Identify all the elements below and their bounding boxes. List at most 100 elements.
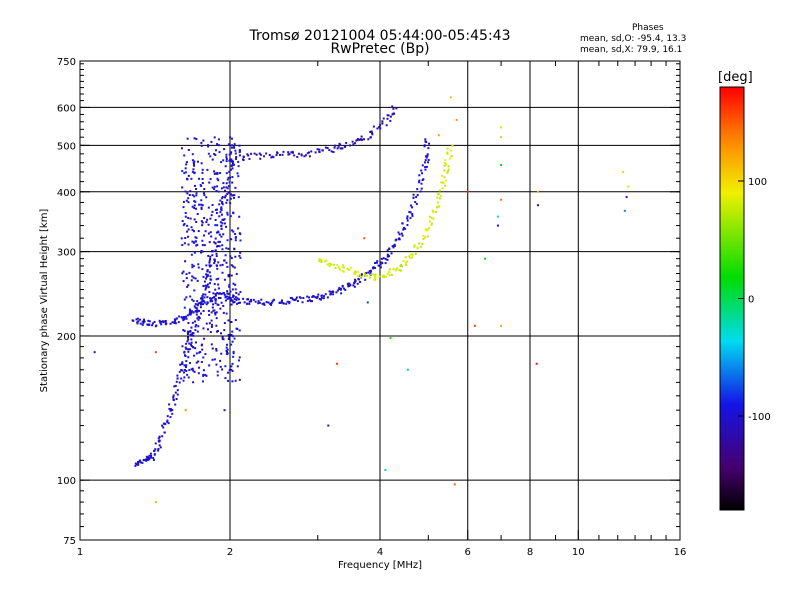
echo-point xyxy=(370,273,373,276)
echo-point xyxy=(217,190,220,193)
echo-point xyxy=(365,271,368,274)
echo-point xyxy=(221,200,224,203)
echo-point xyxy=(317,293,320,296)
echo-point xyxy=(211,186,214,189)
echo-point xyxy=(228,336,231,339)
echo-point xyxy=(231,300,234,303)
echo-point xyxy=(354,142,357,145)
echo-point xyxy=(623,209,626,212)
echo-point xyxy=(143,320,146,323)
echo-point xyxy=(143,458,146,461)
echo-point xyxy=(224,254,227,257)
echo-point xyxy=(339,288,342,291)
echo-point xyxy=(225,201,228,204)
echo-point xyxy=(212,303,215,306)
echo-point xyxy=(201,303,204,306)
echo-point xyxy=(428,220,431,223)
echo-point xyxy=(219,211,222,214)
echo-point xyxy=(214,311,217,314)
x-tick-label: 4 xyxy=(377,547,383,558)
echo-point xyxy=(375,261,378,264)
echo-point xyxy=(181,244,184,247)
echo-point xyxy=(234,149,237,152)
echo-point xyxy=(237,293,240,296)
echo-point xyxy=(187,321,190,324)
echo-point xyxy=(381,262,384,265)
echo-point xyxy=(235,155,238,158)
echo-point xyxy=(258,152,261,155)
echo-point xyxy=(176,377,179,380)
echo-point xyxy=(215,317,218,320)
echo-point xyxy=(221,244,224,247)
echo-point xyxy=(216,185,219,188)
echo-point xyxy=(205,286,208,289)
echo-point xyxy=(151,322,154,325)
echo-point xyxy=(426,228,429,231)
echo-point xyxy=(411,206,414,209)
echo-point xyxy=(388,248,391,251)
echo-point xyxy=(171,321,174,324)
echo-point xyxy=(184,190,187,193)
echo-point xyxy=(391,105,394,108)
echo-point xyxy=(228,159,231,162)
echo-point xyxy=(446,151,449,154)
echo-point xyxy=(206,273,209,276)
echo-point xyxy=(218,203,221,206)
echo-point xyxy=(223,278,226,281)
echo-point xyxy=(328,149,331,152)
echo-point xyxy=(318,259,321,262)
echo-point xyxy=(389,115,392,118)
echo-point xyxy=(398,269,401,272)
echo-point xyxy=(409,257,412,260)
echo-point xyxy=(176,393,179,396)
echo-point xyxy=(189,295,192,298)
echo-point xyxy=(536,204,539,207)
echo-point xyxy=(191,159,194,162)
echo-point xyxy=(232,352,235,355)
echo-point xyxy=(160,323,163,326)
echo-point xyxy=(203,280,206,283)
echo-point xyxy=(326,147,329,150)
echo-point xyxy=(148,323,151,326)
echo-point xyxy=(227,185,230,188)
echo-point xyxy=(217,244,220,247)
echo-point xyxy=(316,295,319,298)
echo-point xyxy=(205,196,208,199)
echo-point xyxy=(318,298,321,301)
echo-point xyxy=(187,284,190,287)
echo-point xyxy=(152,456,155,459)
echo-point xyxy=(402,260,405,263)
echo-point xyxy=(135,318,138,321)
echo-point xyxy=(217,144,220,147)
echo-point xyxy=(192,332,195,335)
echo-point xyxy=(325,259,328,262)
echo-point xyxy=(205,322,208,325)
echo-point xyxy=(291,298,294,301)
echo-point xyxy=(222,219,225,222)
echo-point xyxy=(389,337,392,340)
echo-point xyxy=(193,251,196,254)
echo-point xyxy=(208,313,211,316)
echo-point xyxy=(189,217,192,220)
echo-point xyxy=(215,363,218,366)
echo-point xyxy=(288,300,291,303)
echo-point xyxy=(216,370,219,373)
echo-point xyxy=(198,366,201,369)
echo-point xyxy=(451,144,454,147)
echo-point xyxy=(198,177,201,180)
echo-point xyxy=(223,222,226,225)
echo-point xyxy=(409,211,412,214)
echo-point xyxy=(432,210,435,213)
echo-point xyxy=(195,220,198,223)
echo-point xyxy=(436,201,439,204)
echo-point xyxy=(213,283,216,286)
echo-point xyxy=(399,269,402,272)
echo-point xyxy=(220,213,223,216)
echo-point xyxy=(341,147,344,150)
echo-point xyxy=(484,257,487,260)
echo-point xyxy=(233,248,236,251)
echo-point xyxy=(197,263,200,266)
echo-point xyxy=(213,136,216,139)
echo-point xyxy=(178,315,181,318)
echo-point xyxy=(201,299,204,302)
